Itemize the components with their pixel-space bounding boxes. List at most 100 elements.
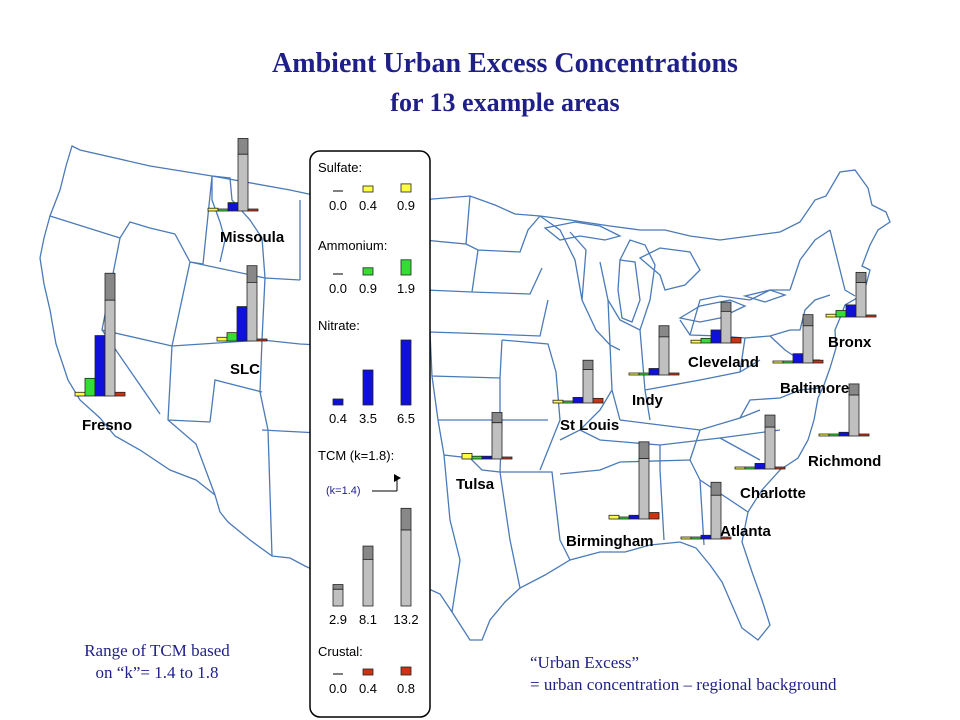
bar-st-louis-ammonium — [562, 400, 574, 404]
city-group-missoula: Missoula — [207, 138, 285, 246]
legend-panel: Sulfate: 0.0 0.4 0.9 Ammonium: 0.0 0.9 1.9 Nitra… — [309, 150, 431, 718]
legend-sulfate-bar — [400, 183, 412, 193]
us-outline — [39, 145, 891, 641]
city-group-indy: Indy — [628, 325, 680, 409]
city-label-fresno: Fresno — [82, 417, 132, 434]
title-line2: for 13 example areas — [390, 88, 620, 117]
bar-fresno-nitrate — [94, 335, 106, 397]
bar-tulsa-sulfate — [461, 453, 473, 460]
legend-label-tcm: TCM (k=1.8): — [318, 448, 394, 463]
city-group-slc: SLC — [216, 265, 268, 378]
bar-baltimore-tcm-range — [802, 314, 814, 327]
bar-bronx-crustal — [865, 314, 877, 318]
city-label-bronx: Bronx — [828, 334, 872, 351]
legend-label-crustal: Crustal: — [318, 644, 363, 659]
bar-bronx-nitrate — [845, 304, 857, 318]
great-lakes — [543, 221, 788, 323]
bar-fresno-tcm — [104, 299, 116, 397]
bar-indy-sulfate — [628, 372, 640, 376]
legend-nitrate-bar — [400, 339, 412, 406]
bar-fresno-crustal — [114, 391, 126, 397]
bar-st-louis-tcm — [582, 369, 594, 404]
bar-atlanta-tcm — [710, 494, 722, 540]
legend-ammonium-tick: 1.9 — [397, 281, 415, 296]
bar-tulsa-crustal — [501, 456, 513, 460]
title-line1: Ambient Urban Excess Concentrations — [272, 48, 738, 79]
legend-label-ammonium: Ammonium: — [318, 238, 387, 253]
legend-label-sulfate: Sulfate: — [318, 160, 362, 175]
legend-sulfate-bar — [362, 185, 374, 193]
bar-st-louis-tcm-range — [582, 359, 594, 370]
bar-birmingham-ammonium — [618, 516, 630, 520]
bar-indy-crustal — [668, 372, 680, 376]
city-group-atlanta: Atlanta — [680, 481, 771, 540]
city-label-birmingham: Birmingham — [566, 533, 654, 550]
legend-crustal-bar — [362, 668, 374, 676]
city-label-richmond: Richmond — [808, 453, 881, 470]
city-group-baltimore: Baltimore — [772, 314, 849, 397]
bar-bronx-tcm — [855, 282, 867, 318]
city-group-bronx: Bronx — [825, 271, 877, 351]
city-group-st-louis: St Louis — [552, 359, 619, 434]
bar-charlotte-sulfate — [734, 466, 746, 470]
legend-ammonium-bar — [362, 267, 374, 276]
city-label-indy: Indy — [632, 392, 663, 409]
city-group-tulsa: Tulsa — [456, 412, 513, 493]
legend-tcm-bar — [332, 588, 344, 607]
bar-baltimore-ammonium — [782, 360, 794, 364]
bar-atlanta-sulfate — [680, 536, 692, 540]
bar-charlotte-ammonium — [744, 466, 756, 470]
bar-slc-sulfate — [216, 336, 228, 342]
legend-tcm-tick: 8.1 — [359, 612, 377, 627]
bar-tulsa-tcm-range — [491, 412, 503, 424]
legend-tcm-tick: 2.9 — [329, 612, 347, 627]
bar-missoula-tcm-range — [237, 138, 249, 155]
city-label-tulsa: Tulsa — [456, 476, 495, 493]
bar-tulsa-tcm — [491, 422, 503, 460]
city-label-baltimore: Baltimore — [780, 380, 849, 397]
legend-nitrate-bar — [332, 398, 344, 406]
bar-slc-crustal — [256, 338, 268, 342]
legend-sulfate-tick: 0.4 — [359, 198, 377, 213]
city-group-cleveland: Cleveland — [688, 301, 759, 371]
bar-cleveland-crustal — [730, 337, 742, 344]
bar-charlotte-tcm-range — [764, 414, 776, 428]
bar-slc-tcm-range — [246, 265, 258, 283]
legend-tcm-bar-range — [400, 507, 412, 531]
bar-indy-nitrate — [648, 368, 660, 376]
legend-crustal-tick: 0.8 — [397, 681, 415, 696]
bar-charlotte-nitrate — [754, 463, 766, 470]
bar-indy-tcm-range — [658, 325, 670, 338]
bar-tulsa-nitrate — [481, 455, 493, 460]
legend-sulfate-tick: 0.9 — [397, 198, 415, 213]
bar-fresno-tcm-range — [104, 272, 116, 301]
bar-fresno-sulfate — [74, 391, 86, 397]
legend-nitrate-tick: 0.4 — [329, 411, 347, 426]
legend-label-nitrate: Nitrate: — [318, 318, 360, 333]
legend-ammonium-tick: 0.0 — [329, 281, 347, 296]
bar-missoula-sulfate — [207, 207, 219, 212]
bar-atlanta-crustal — [720, 536, 732, 540]
city-group-charlotte: Charlotte — [734, 414, 806, 502]
city-group-fresno: Fresno — [74, 272, 132, 434]
bar-birmingham-nitrate — [628, 514, 640, 520]
bar-charlotte-crustal — [774, 466, 786, 470]
bar-bronx-ammonium — [835, 310, 847, 318]
legend-tcm-tick: 13.2 — [393, 612, 418, 627]
bar-cleveland-tcm-range — [720, 301, 732, 312]
city-label-charlotte: Charlotte — [740, 485, 806, 502]
bar-slc-ammonium — [226, 332, 238, 342]
bar-tulsa-ammonium — [471, 455, 483, 460]
bar-baltimore-crustal — [812, 359, 824, 364]
bar-bronx-sulfate — [825, 313, 837, 318]
bar-richmond-crustal — [858, 433, 870, 437]
legend-tcm-bar-range — [332, 584, 344, 590]
bar-st-louis-sulfate — [552, 399, 564, 404]
bar-cleveland-ammonium — [700, 337, 712, 344]
bar-richmond-nitrate — [838, 431, 850, 437]
bar-missoula-crustal — [247, 208, 259, 212]
bar-fresno-ammonium — [84, 377, 96, 397]
legend-nitrate-tick: 3.5 — [359, 411, 377, 426]
bar-birmingham-crustal — [648, 512, 660, 520]
